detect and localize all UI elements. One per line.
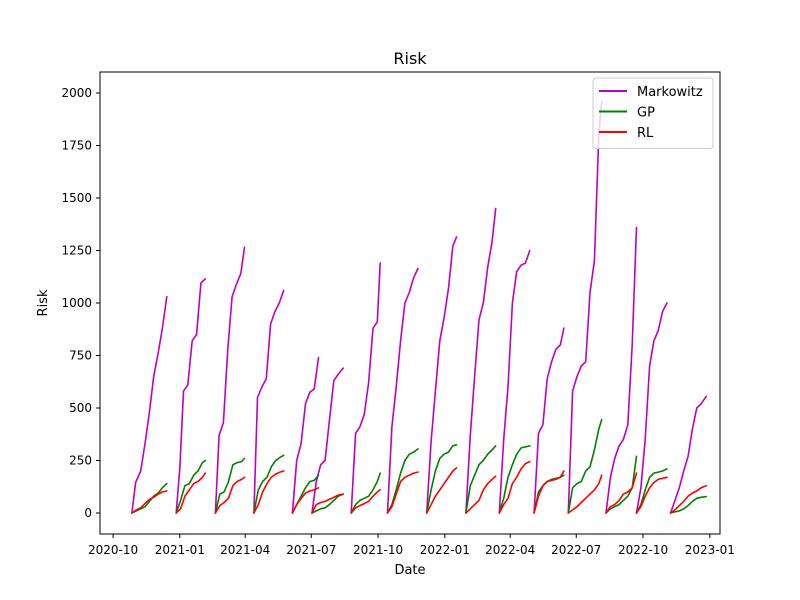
series-line-markowitz-12 bbox=[567, 100, 603, 514]
legend-label-gp: GP bbox=[637, 106, 655, 121]
series-line-markowitz-5 bbox=[311, 367, 345, 514]
series-line-gp-8 bbox=[425, 443, 458, 514]
y-tick-label: 1000 bbox=[61, 296, 92, 310]
legend-label-markowitz: Markowitz bbox=[637, 85, 703, 100]
series-line-markowitz-8 bbox=[425, 236, 458, 514]
y-tick-label: 1750 bbox=[61, 139, 92, 153]
series-line-gp-9 bbox=[465, 444, 497, 514]
series-line-rl-1 bbox=[175, 472, 207, 514]
series-rl bbox=[131, 460, 708, 514]
series-line-markowitz-14 bbox=[635, 302, 668, 514]
y-tick-label: 1500 bbox=[61, 191, 92, 205]
x-tick-label: 2022-04 bbox=[485, 543, 535, 557]
series-line-rl-11 bbox=[533, 470, 565, 514]
series-line-gp-1 bbox=[175, 459, 207, 514]
series-line-gp-12 bbox=[567, 418, 603, 514]
y-tick-label: 250 bbox=[69, 454, 92, 468]
series-markowitz bbox=[131, 100, 708, 514]
chart-title: Risk bbox=[393, 49, 427, 68]
x-tick-label: 2020-10 bbox=[88, 543, 138, 557]
series-line-markowitz-15 bbox=[669, 395, 708, 514]
series-line-rl-15 bbox=[669, 484, 708, 514]
x-tick-label: 2022-10 bbox=[618, 543, 668, 557]
legend-box bbox=[592, 77, 714, 149]
legend: Markowitz GP RL bbox=[592, 77, 714, 149]
y-tick-label: 1250 bbox=[61, 244, 92, 258]
series-line-gp-0 bbox=[131, 482, 168, 514]
x-tick-label: 2021-07 bbox=[286, 543, 336, 557]
series-line-gp-5 bbox=[311, 493, 345, 514]
series-line-gp-2 bbox=[214, 457, 246, 514]
x-axis-label: Date bbox=[394, 563, 425, 578]
series-line-markowitz-3 bbox=[253, 289, 285, 514]
series-line-rl-13 bbox=[605, 472, 638, 514]
y-axis: 0 250 500 750 1000 1250 1500 1750 2000 bbox=[61, 86, 100, 520]
series-line-markowitz-6 bbox=[350, 262, 382, 514]
series-line-rl-7 bbox=[386, 471, 419, 514]
series-line-gp-14 bbox=[635, 468, 668, 514]
series-line-gp-15 bbox=[669, 495, 708, 514]
series-line-rl-6 bbox=[350, 489, 382, 514]
y-tick-label: 750 bbox=[69, 349, 92, 363]
series-line-rl-9 bbox=[465, 475, 497, 514]
series-line-rl-10 bbox=[498, 460, 531, 514]
series-line-rl-3 bbox=[253, 470, 285, 514]
series-line-rl-12 bbox=[567, 474, 603, 514]
y-tick-label: 500 bbox=[69, 401, 92, 415]
series-line-markowitz-13 bbox=[605, 226, 638, 514]
series-line-gp-10 bbox=[498, 444, 531, 514]
y-axis-label: Risk bbox=[36, 289, 51, 316]
x-tick-label: 2022-01 bbox=[420, 543, 470, 557]
plot-lines bbox=[131, 100, 708, 514]
series-line-markowitz-10 bbox=[498, 249, 531, 514]
legend-label-rl: RL bbox=[637, 126, 654, 141]
series-line-markowitz-1 bbox=[175, 278, 207, 514]
series-line-gp-6 bbox=[350, 472, 382, 514]
x-tick-label: 2021-04 bbox=[220, 543, 270, 557]
series-line-markowitz-4 bbox=[291, 356, 320, 514]
series-line-rl-14 bbox=[635, 476, 668, 514]
x-tick-label: 2021-01 bbox=[155, 543, 205, 557]
series-line-rl-5 bbox=[311, 493, 345, 514]
series-line-markowitz-9 bbox=[465, 207, 497, 514]
x-tick-label: 2021-10 bbox=[353, 543, 403, 557]
series-line-gp-3 bbox=[253, 454, 285, 514]
series-line-markowitz-11 bbox=[533, 327, 565, 514]
series-line-rl-0 bbox=[131, 490, 168, 514]
x-tick-label: 2023-01 bbox=[685, 543, 735, 557]
series-line-markowitz-7 bbox=[386, 267, 419, 514]
x-axis: 2020-10 2021-01 2021-04 2021-07 2021-10 2022-… bbox=[88, 534, 735, 557]
x-tick-label: 2022-07 bbox=[551, 543, 601, 557]
y-tick-label: 2000 bbox=[61, 86, 92, 100]
series-line-markowitz-0 bbox=[131, 295, 168, 514]
y-tick-label: 0 bbox=[84, 506, 92, 520]
series-line-rl-4 bbox=[291, 486, 320, 514]
series-line-markowitz-2 bbox=[214, 246, 246, 514]
series-line-rl-2 bbox=[214, 476, 246, 514]
series-line-rl-8 bbox=[425, 467, 458, 514]
